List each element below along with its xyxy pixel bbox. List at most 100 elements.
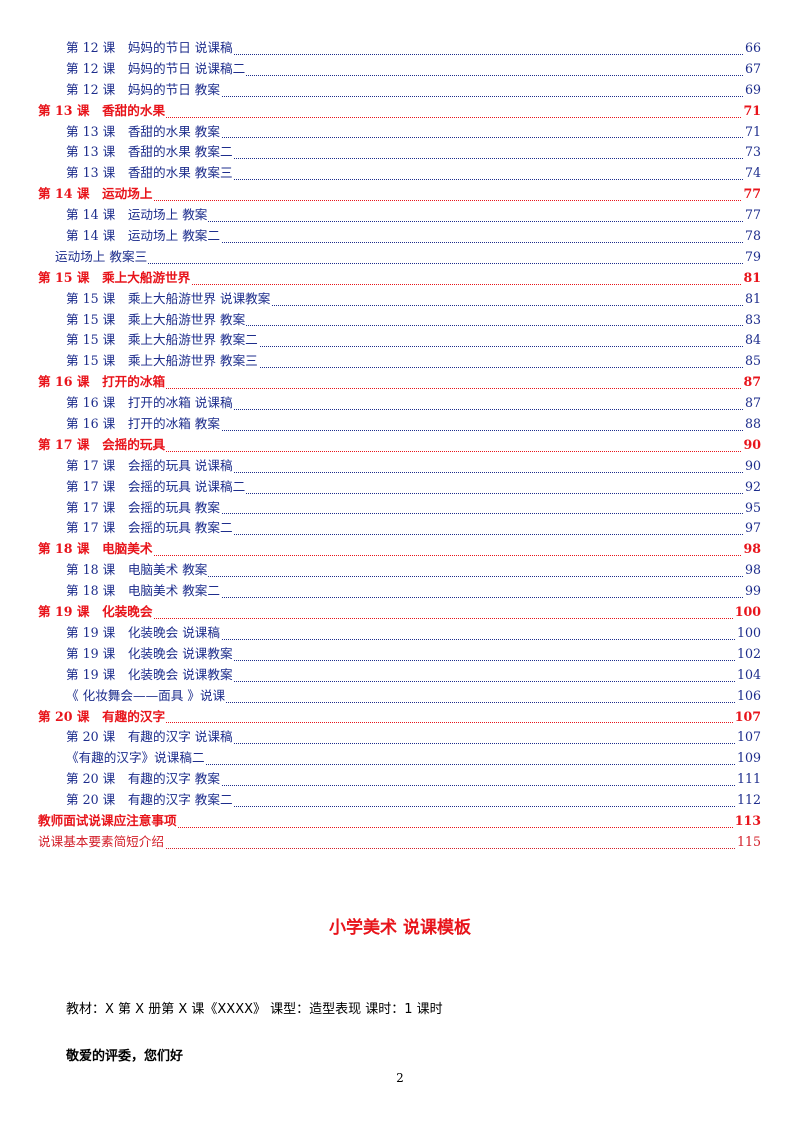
toc-page-number[interactable]: 97 [743, 518, 761, 540]
toc-page-number[interactable]: 115 [735, 831, 761, 853]
toc-entry-label[interactable]: 第 14 课 运动场上 教案二 [66, 226, 221, 247]
toc-page-number[interactable]: 77 [743, 205, 761, 227]
toc-entry-label[interactable]: 第 15 课 乘上大船游世界 说课教案 [66, 288, 272, 310]
toc-entry-label[interactable]: 《有趣的汉字》说课稿二 [66, 748, 206, 770]
toc-entry-label[interactable]: 第 16 课 打开的冰箱 说课稿 [66, 393, 234, 415]
toc-entry-label[interactable]: 第 15 课 乘上大船游世界 [38, 267, 192, 289]
toc-entry[interactable]: 第 18 课 电脑美术 教案 98 [0, 560, 800, 582]
toc-page-number[interactable]: 84 [743, 330, 761, 352]
toc-entry-label[interactable]: 第 13 课 香甜的水果 [38, 100, 167, 122]
toc-page-number[interactable]: 74 [743, 163, 761, 185]
toc-entry[interactable]: 第 17 课 会摇的玩具 说课稿二 92 [0, 476, 800, 498]
toc-page-number[interactable]: 71 [743, 121, 761, 143]
toc-entry[interactable]: 第 15 课 乘上大船游世界 说课教案 81 [0, 288, 800, 310]
toc-entry[interactable]: 第 17 课 会摇的玩具 说课稿 90 [0, 455, 800, 477]
toc-page-number[interactable]: 98 [742, 539, 761, 561]
toc-page-number[interactable]: 104 [735, 664, 761, 686]
toc-entry-label[interactable]: 第 17 课 会摇的玩具 [38, 434, 167, 456]
toc-entry[interactable]: 第 13 课 香甜的水果 教案二 73 [0, 142, 800, 164]
toc-entry-label[interactable]: 第 19 课 化装晚会 说课教案 [66, 664, 234, 686]
toc-page-number[interactable]: 88 [743, 414, 761, 435]
toc-page-number[interactable]: 106 [735, 685, 761, 707]
toc-entry-label[interactable]: 第 15 课 乘上大船游世界 教案二 [66, 330, 259, 352]
toc-entry-label[interactable]: 第 20 课 有趣的汉字 [38, 706, 167, 728]
toc-page-number[interactable]: 111 [735, 769, 761, 791]
toc-page-number[interactable]: 78 [743, 226, 761, 247]
toc-page-number[interactable]: 87 [743, 393, 761, 415]
toc-heading-entry[interactable]: 第 17 课 会摇的玩具 90 [0, 434, 800, 456]
toc-page-number[interactable]: 90 [742, 434, 761, 456]
toc-entry[interactable]: 第 15 课 乘上大船游世界 教案三 85 [0, 351, 800, 373]
toc-entry-label[interactable]: 第 17 课 会摇的玩具 教案二 [66, 518, 234, 540]
toc-entry-label[interactable]: 第 18 课 电脑美术 教案 [66, 560, 209, 582]
toc-entry-label[interactable]: 第 12 课 妈妈的节日 说课稿二 [66, 58, 247, 80]
toc-entry[interactable]: 《有趣的汉字》说课稿二 109 [0, 748, 800, 770]
toc-entry-label[interactable]: 《 化妆舞会——面具 》说课 [66, 685, 227, 707]
toc-page-number[interactable]: 107 [733, 706, 761, 728]
toc-entry-label[interactable]: 第 12 课 妈妈的节日 教案 [66, 79, 221, 101]
toc-entry[interactable]: 第 17 课 会摇的玩具 教案二 97 [0, 518, 800, 540]
toc-page-number[interactable]: 102 [735, 643, 761, 665]
toc-page-number[interactable]: 77 [742, 184, 761, 206]
toc-entry-label[interactable]: 第 18 课 电脑美术 教案二 [66, 581, 221, 603]
toc-entry-label[interactable]: 第 20 课 有趣的汉字 教案二 [66, 790, 234, 811]
toc-page-number[interactable]: 92 [743, 476, 761, 498]
toc-heading-entry[interactable]: 第 19 课 化装晚会 100 [0, 602, 800, 623]
toc-entry[interactable]: 第 14 课 运动场上 教案二 78 [0, 226, 800, 247]
toc-entry-label[interactable]: 第 15 课 乘上大船游世界 教案 [66, 309, 247, 331]
toc-entry[interactable]: 第 12 课 妈妈的节日 说课稿二 67 [0, 58, 800, 80]
toc-page-number[interactable]: 69 [743, 79, 761, 101]
toc-page-number[interactable]: 87 [742, 372, 761, 394]
toc-entry-label[interactable]: 第 20 课 有趣的汉字 教案 [66, 769, 221, 791]
toc-entry[interactable]: 运动场上 教案三 79 [0, 246, 800, 268]
toc-entry-label[interactable]: 第 16 课 打开的冰箱 [38, 372, 167, 394]
toc-heading-entry[interactable]: 说课基本要素简短介绍 115 [0, 831, 800, 853]
toc-page-number[interactable]: 100 [733, 602, 761, 623]
toc-page-number[interactable]: 95 [743, 497, 761, 519]
toc-page-number[interactable]: 85 [743, 351, 761, 373]
toc-entry[interactable]: 第 16 课 打开的冰箱 教案 88 [0, 414, 800, 435]
toc-entry[interactable]: 第 14 课 运动场上 教案 77 [0, 205, 800, 227]
toc-entry[interactable]: 第 16 课 打开的冰箱 说课稿 87 [0, 393, 800, 415]
toc-page-number[interactable]: 81 [742, 267, 761, 289]
toc-heading-entry[interactable]: 第 14 课 运动场上 77 [0, 184, 800, 206]
toc-entry[interactable]: 第 17 课 会摇的玩具 教案 95 [0, 497, 800, 519]
toc-entry[interactable]: 第 13 课 香甜的水果 教案 71 [0, 121, 800, 143]
toc-entry[interactable]: 第 13 课 香甜的水果 教案三 74 [0, 163, 800, 185]
toc-page-number[interactable]: 71 [742, 100, 761, 122]
toc-entry[interactable]: 第 19 课 化装晚会 说课教案 104 [0, 664, 800, 686]
toc-page-number[interactable]: 67 [743, 58, 761, 80]
toc-entry[interactable]: 第 19 课 化装晚会 说课教案 102 [0, 643, 800, 665]
toc-page-number[interactable]: 79 [743, 246, 761, 268]
toc-entry-label[interactable]: 第 19 课 化装晚会 [38, 602, 154, 623]
toc-page-number[interactable]: 109 [735, 748, 761, 770]
toc-page-number[interactable]: 107 [735, 727, 761, 749]
toc-entry[interactable]: 第 15 课 乘上大船游世界 教案二 84 [0, 330, 800, 352]
toc-entry-label[interactable]: 第 19 课 化装晚会 说课稿 [66, 622, 221, 644]
toc-entry[interactable]: 第 20 课 有趣的汉字 教案 111 [0, 769, 800, 791]
toc-page-number[interactable]: 112 [735, 790, 761, 811]
toc-entry[interactable]: 第 20 课 有趣的汉字 说课稿 107 [0, 727, 800, 749]
toc-entry-label[interactable]: 第 13 课 香甜的水果 教案二 [66, 142, 234, 164]
toc-page-number[interactable]: 98 [743, 560, 761, 582]
toc-page-number[interactable]: 113 [733, 810, 761, 832]
toc-entry[interactable]: 第 18 课 电脑美术 教案二 99 [0, 581, 800, 603]
toc-entry-label[interactable]: 第 13 课 香甜的水果 教案三 [66, 163, 234, 185]
toc-heading-entry[interactable]: 第 15 课 乘上大船游世界 81 [0, 267, 800, 289]
toc-entry-label[interactable]: 第 16 课 打开的冰箱 教案 [66, 414, 221, 435]
toc-entry[interactable]: 《 化妆舞会——面具 》说课 106 [0, 685, 800, 707]
toc-heading-entry[interactable]: 教师面试说课应注意事项 113 [0, 810, 800, 832]
toc-entry-label[interactable]: 第 20 课 有趣的汉字 说课稿 [66, 727, 234, 749]
toc-entry[interactable]: 第 19 课 化装晚会 说课稿 100 [0, 622, 800, 644]
toc-entry-label[interactable]: 第 18 课 电脑美术 [38, 539, 154, 561]
toc-entry-label[interactable]: 第 17 课 会摇的玩具 教案 [66, 497, 221, 519]
toc-page-number[interactable]: 73 [743, 142, 761, 164]
toc-page-number[interactable]: 81 [743, 288, 761, 310]
toc-entry-label[interactable]: 教师面试说课应注意事项 [38, 810, 178, 832]
toc-entry-label[interactable]: 第 14 课 运动场上 [38, 184, 154, 206]
toc-entry-label[interactable]: 运动场上 教案三 [55, 246, 149, 268]
toc-entry-label[interactable]: 第 15 课 乘上大船游世界 教案三 [66, 351, 259, 373]
toc-page-number[interactable]: 99 [743, 581, 761, 603]
toc-entry-label[interactable]: 第 12 课 妈妈的节日 说课稿 [66, 38, 234, 59]
toc-entry[interactable]: 第 12 课 妈妈的节日 教案 69 [0, 79, 800, 101]
